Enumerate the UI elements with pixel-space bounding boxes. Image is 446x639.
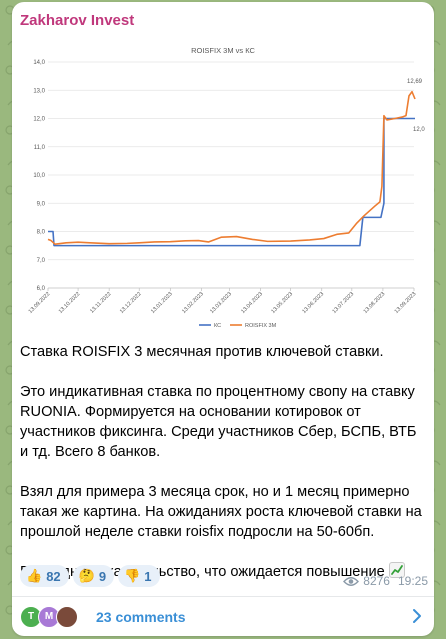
chart-y-axis: 6,0 7,0 8,0 9,0 10,0 11,0 12,0 13,0 14,0 [33, 60, 45, 292]
chart-svg: ROISFIX 3M vs КС 6,0 7,0 8,0 9,0 10,0 11,0 12,… [18, 38, 428, 334]
y-tick-label: 13,0 [33, 88, 45, 94]
chart-gridlines [47, 61, 415, 291]
chart-image[interactable]: ROISFIX 3M vs КС 6,0 7,0 8,0 9,0 10,0 11,0 12,… [18, 38, 428, 334]
data-label-ks: 12,0 [413, 127, 425, 133]
series-line-roisfix [47, 90, 416, 246]
chart-title: ROISFIX 3M vs КС [191, 46, 255, 55]
chart-increasing-icon [388, 562, 405, 578]
chart-annotations: 12,69 12,0 [407, 79, 425, 133]
post-meta: 8276 19:25 [343, 574, 428, 588]
post-paragraph: Ставка ROISFIX 3 месячная против ключево… [20, 344, 384, 360]
chart-series-lines [47, 90, 416, 247]
channel-name[interactable]: Zakharov Invest [20, 12, 135, 29]
reaction-count: 82 [46, 568, 61, 584]
comments-divider [12, 596, 434, 597]
post-text: Ставка ROISFIX 3 месячная против ключево… [20, 342, 428, 582]
commenter-avatars: T M [20, 605, 86, 628]
reactions-bar: 👍 82 🤔 9 👎 1 [20, 565, 160, 587]
post-paragraph: Это индикативная ставка по процентному с… [20, 384, 417, 460]
view-count: 8276 [363, 574, 390, 588]
chart-legend: КС ROISFIX 3M [199, 323, 277, 329]
y-tick-label: 9,0 [37, 201, 46, 207]
legend-label-roisfix: ROISFIX 3M [245, 323, 277, 329]
thinking-face-icon: 🤔 [78, 568, 95, 584]
reaction-count: 1 [144, 568, 152, 584]
y-tick-label: 7,0 [37, 258, 46, 264]
data-label-roisfix: 12,69 [407, 79, 423, 85]
legend-label-ks: КС [214, 323, 221, 329]
y-tick-label: 10,0 [33, 173, 45, 179]
avatar [56, 605, 78, 628]
thumbs-up-icon: 👍 [26, 568, 43, 584]
channel-post: Zakharov Invest ROISFIX 3M vs КС 6,0 7,0 8… [12, 2, 434, 636]
post-time: 19:25 [397, 574, 428, 588]
reaction-thumbs-down[interactable]: 👎 1 [118, 565, 160, 587]
post-paragraph: Взял для примера 3 месяца срок, но и 1 м… [20, 484, 422, 540]
chart-background [18, 38, 428, 334]
reaction-count: 9 [98, 568, 107, 584]
chevron-right-icon [413, 609, 421, 623]
y-tick-label: 14,0 [33, 60, 45, 66]
comments-count-label: 23 comments [96, 608, 186, 625]
y-tick-label: 6,0 [37, 286, 46, 292]
reaction-thinking[interactable]: 🤔 9 [72, 565, 115, 587]
y-tick-label: 8,0 [37, 230, 46, 236]
eye-icon [343, 576, 360, 586]
comments-button[interactable]: T M 23 comments [12, 597, 434, 636]
y-tick-label: 12,0 [33, 117, 45, 123]
y-tick-label: 11,0 [34, 145, 46, 151]
reaction-thumbs-up[interactable]: 👍 82 [20, 565, 69, 587]
thumbs-down-icon: 👎 [124, 568, 141, 584]
